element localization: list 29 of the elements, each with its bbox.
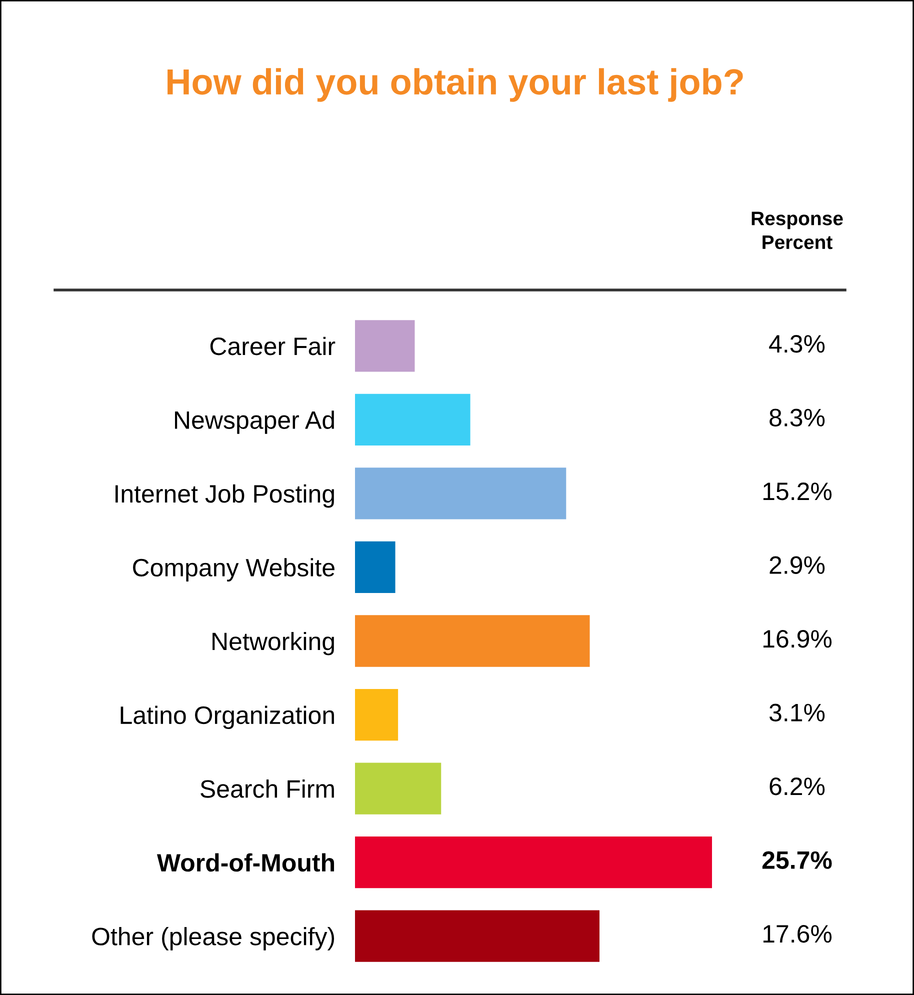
bar (355, 688, 398, 741)
data-label: 25.7% (762, 851, 832, 869)
bar (355, 836, 712, 888)
data-label: 17.6% (763, 925, 832, 943)
data-label: 2.9% (770, 556, 825, 574)
chart-title: How did you obtain your last job? (168, 68, 743, 102)
bar (355, 910, 600, 962)
y-tick-label: Latino Organization (120, 706, 334, 730)
y-tick-label: Career Fair (210, 336, 336, 356)
bar (355, 394, 470, 446)
y-tick-label: Internet Job Posting (116, 484, 334, 508)
data-label: 16.9% (763, 630, 832, 648)
bar (355, 615, 590, 667)
data-label: 3.1% (769, 704, 825, 722)
text: Response Percent (752, 212, 843, 250)
y-tick-label: Company Website (133, 558, 334, 582)
data-label: 4.3% (769, 335, 825, 353)
bar (355, 541, 396, 594)
bar (355, 320, 415, 372)
data-label: 15.2% (763, 482, 832, 500)
bar (355, 468, 566, 520)
y-tick-label: Word-of-Mouth (156, 853, 334, 872)
bar (355, 762, 442, 814)
y-tick-label: Search Firm (200, 779, 334, 798)
y-tick-label: Newspaper Ad (175, 410, 334, 434)
data-label: 6.2% (770, 778, 825, 796)
y-tick-label: Other (please specify) (92, 927, 334, 950)
y-tick-label: Networking (212, 632, 334, 656)
data-label: 8.3% (770, 408, 825, 426)
